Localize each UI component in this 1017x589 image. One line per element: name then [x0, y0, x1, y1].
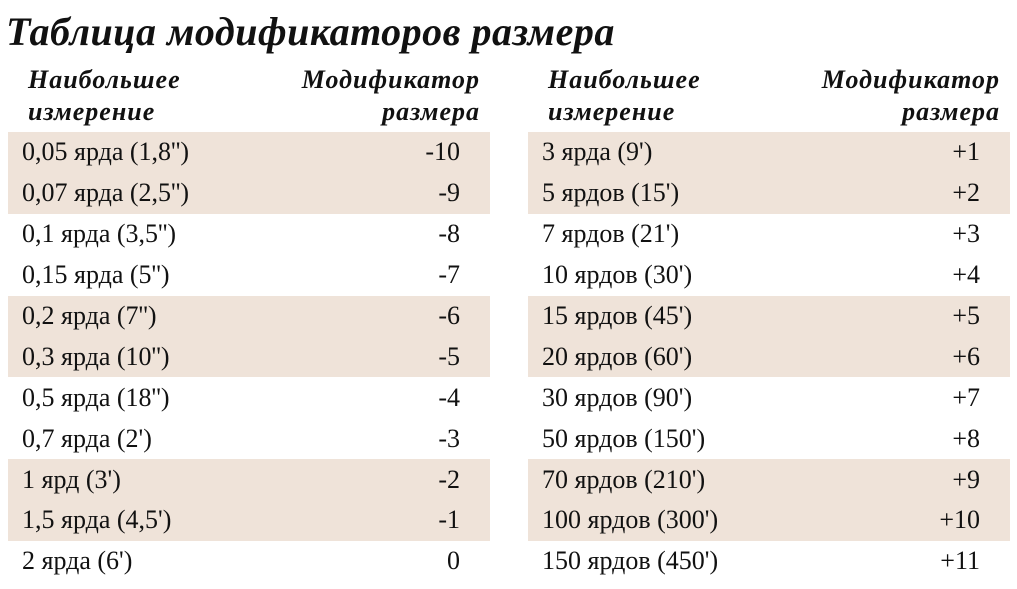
page-title: Таблица модификаторов размера — [6, 9, 615, 54]
table-row: 0,05 ярда (1,8'') -10 — [8, 132, 490, 173]
measure-cell: 15 ярдов (45') — [542, 301, 693, 330]
measure-cell: 100 ярдов (300') — [542, 505, 719, 535]
table-row: 5 ярдов (15') +2 — [528, 172, 1010, 214]
table-row: 0,7 ярда (2') -3 — [8, 418, 490, 459]
table-row: 2 ярда (6') 0 — [8, 541, 490, 582]
measure-cell: 0,2 ярда (7'') — [22, 301, 157, 330]
modifier-cell: +7 — [952, 382, 980, 412]
table-row: 50 ярдов (150') +8 — [528, 418, 1010, 459]
modifier-cell: -9 — [438, 178, 460, 208]
modifier-cell: -3 — [438, 423, 460, 453]
measure-cell: 1 ярд (3') — [22, 464, 121, 494]
table-header: Наибольшее измерение Модификатор размера — [8, 64, 490, 132]
measure-cell: 0,5 ярда (18'') — [22, 382, 170, 412]
modifier-cell: +9 — [952, 464, 980, 494]
modifier-cell: +2 — [952, 178, 980, 208]
modifier-cell: +5 — [952, 301, 980, 330]
table-rows: 3 ярда (9') +1 5 ярдов (15') +2 7 ярдов (21'… — [528, 132, 1010, 582]
table-row: 0,3 ярда (10'') -5 — [8, 336, 490, 378]
modifier-cell: +11 — [940, 546, 980, 576]
measure-cell: 7 ярдов (21') — [542, 219, 680, 249]
modifier-cell: -1 — [438, 505, 460, 535]
table-row: 20 ярдов (60') +6 — [528, 336, 1010, 378]
modifier-cell: -10 — [425, 137, 460, 167]
table-row: 0,1 ярда (3,5'') -8 — [8, 214, 490, 255]
modifier-cell: +10 — [939, 505, 980, 535]
table-row: 0,2 ярда (7'') -6 — [8, 295, 490, 337]
measure-cell: 5 ярдов (15') — [542, 178, 680, 208]
modifier-cell: +4 — [952, 260, 980, 290]
table-row: 1,5 ярда (4,5') -1 — [8, 500, 490, 541]
table-row: 0,5 ярда (18'') -4 — [8, 377, 490, 418]
table-row: 10 ярдов (30') +4 — [528, 255, 1010, 296]
modifier-cell: -5 — [438, 341, 460, 371]
header-measure: Наибольшее измерение — [548, 65, 701, 126]
measure-cell: 2 ярда (6') — [22, 546, 133, 576]
header-measure: Наибольшее измерение — [28, 65, 181, 126]
modifier-cell: -4 — [438, 382, 460, 412]
table-row: 30 ярдов (90') +7 — [528, 377, 1010, 418]
measure-cell: 1,5 ярда (4,5') — [22, 505, 172, 535]
modifier-cell: -7 — [438, 260, 460, 290]
header-modifier: Модификатор размера — [301, 65, 480, 126]
modifier-cell: +3 — [952, 219, 980, 249]
table-row: 0,07 ярда (2,5'') -9 — [8, 172, 490, 214]
measure-cell: 50 ярдов (150') — [542, 423, 706, 453]
table-row: 70 ярдов (210') +9 — [528, 459, 1010, 501]
table-row: 15 ярдов (45') +5 — [528, 295, 1010, 337]
table-row: 0,15 ярда (5'') -7 — [8, 255, 490, 296]
measure-cell: 150 ярдов (450') — [542, 546, 719, 576]
measure-cell: 0,7 ярда (2') — [22, 423, 152, 453]
size-table-right: Наибольшее измерение Модификатор размера… — [528, 64, 1010, 582]
measure-cell: 70 ярдов (210') — [542, 464, 706, 494]
measure-cell: 0,05 ярда (1,8'') — [22, 137, 190, 167]
table-row: 100 ярдов (300') +10 — [528, 500, 1010, 541]
table-row: 150 ярдов (450') +11 — [528, 541, 1010, 582]
measure-cell: 10 ярдов (30') — [542, 260, 693, 290]
modifier-cell: +6 — [952, 341, 980, 371]
header-modifier: Модификатор размера — [821, 65, 1000, 126]
modifier-cell: 0 — [447, 546, 460, 576]
modifier-cell: -8 — [438, 219, 460, 249]
measure-cell: 0,07 ярда (2,5'') — [22, 178, 190, 208]
measure-cell: 3 ярда (9') — [542, 137, 653, 167]
measure-cell: 0,1 ярда (3,5'') — [22, 219, 177, 249]
table-rows: 0,05 ярда (1,8'') -10 0,07 ярда (2,5'') -9 0… — [8, 132, 490, 582]
table-row: 3 ярда (9') +1 — [528, 132, 1010, 173]
table-row: 7 ярдов (21') +3 — [528, 214, 1010, 255]
table-header: Наибольшее измерение Модификатор размера — [528, 64, 1010, 132]
modifier-cell: +1 — [952, 137, 980, 167]
table-row: 1 ярд (3') -2 — [8, 459, 490, 501]
modifier-cell: -2 — [438, 464, 460, 494]
modifier-cell: +8 — [952, 423, 980, 453]
modifier-cell: -6 — [438, 301, 460, 330]
measure-cell: 30 ярдов (90') — [542, 382, 693, 412]
size-table-left: Наибольшее измерение Модификатор размера… — [8, 64, 490, 582]
measure-cell: 0,15 ярда (5'') — [22, 260, 170, 290]
measure-cell: 20 ярдов (60') — [542, 341, 693, 371]
measure-cell: 0,3 ярда (10'') — [22, 341, 170, 371]
